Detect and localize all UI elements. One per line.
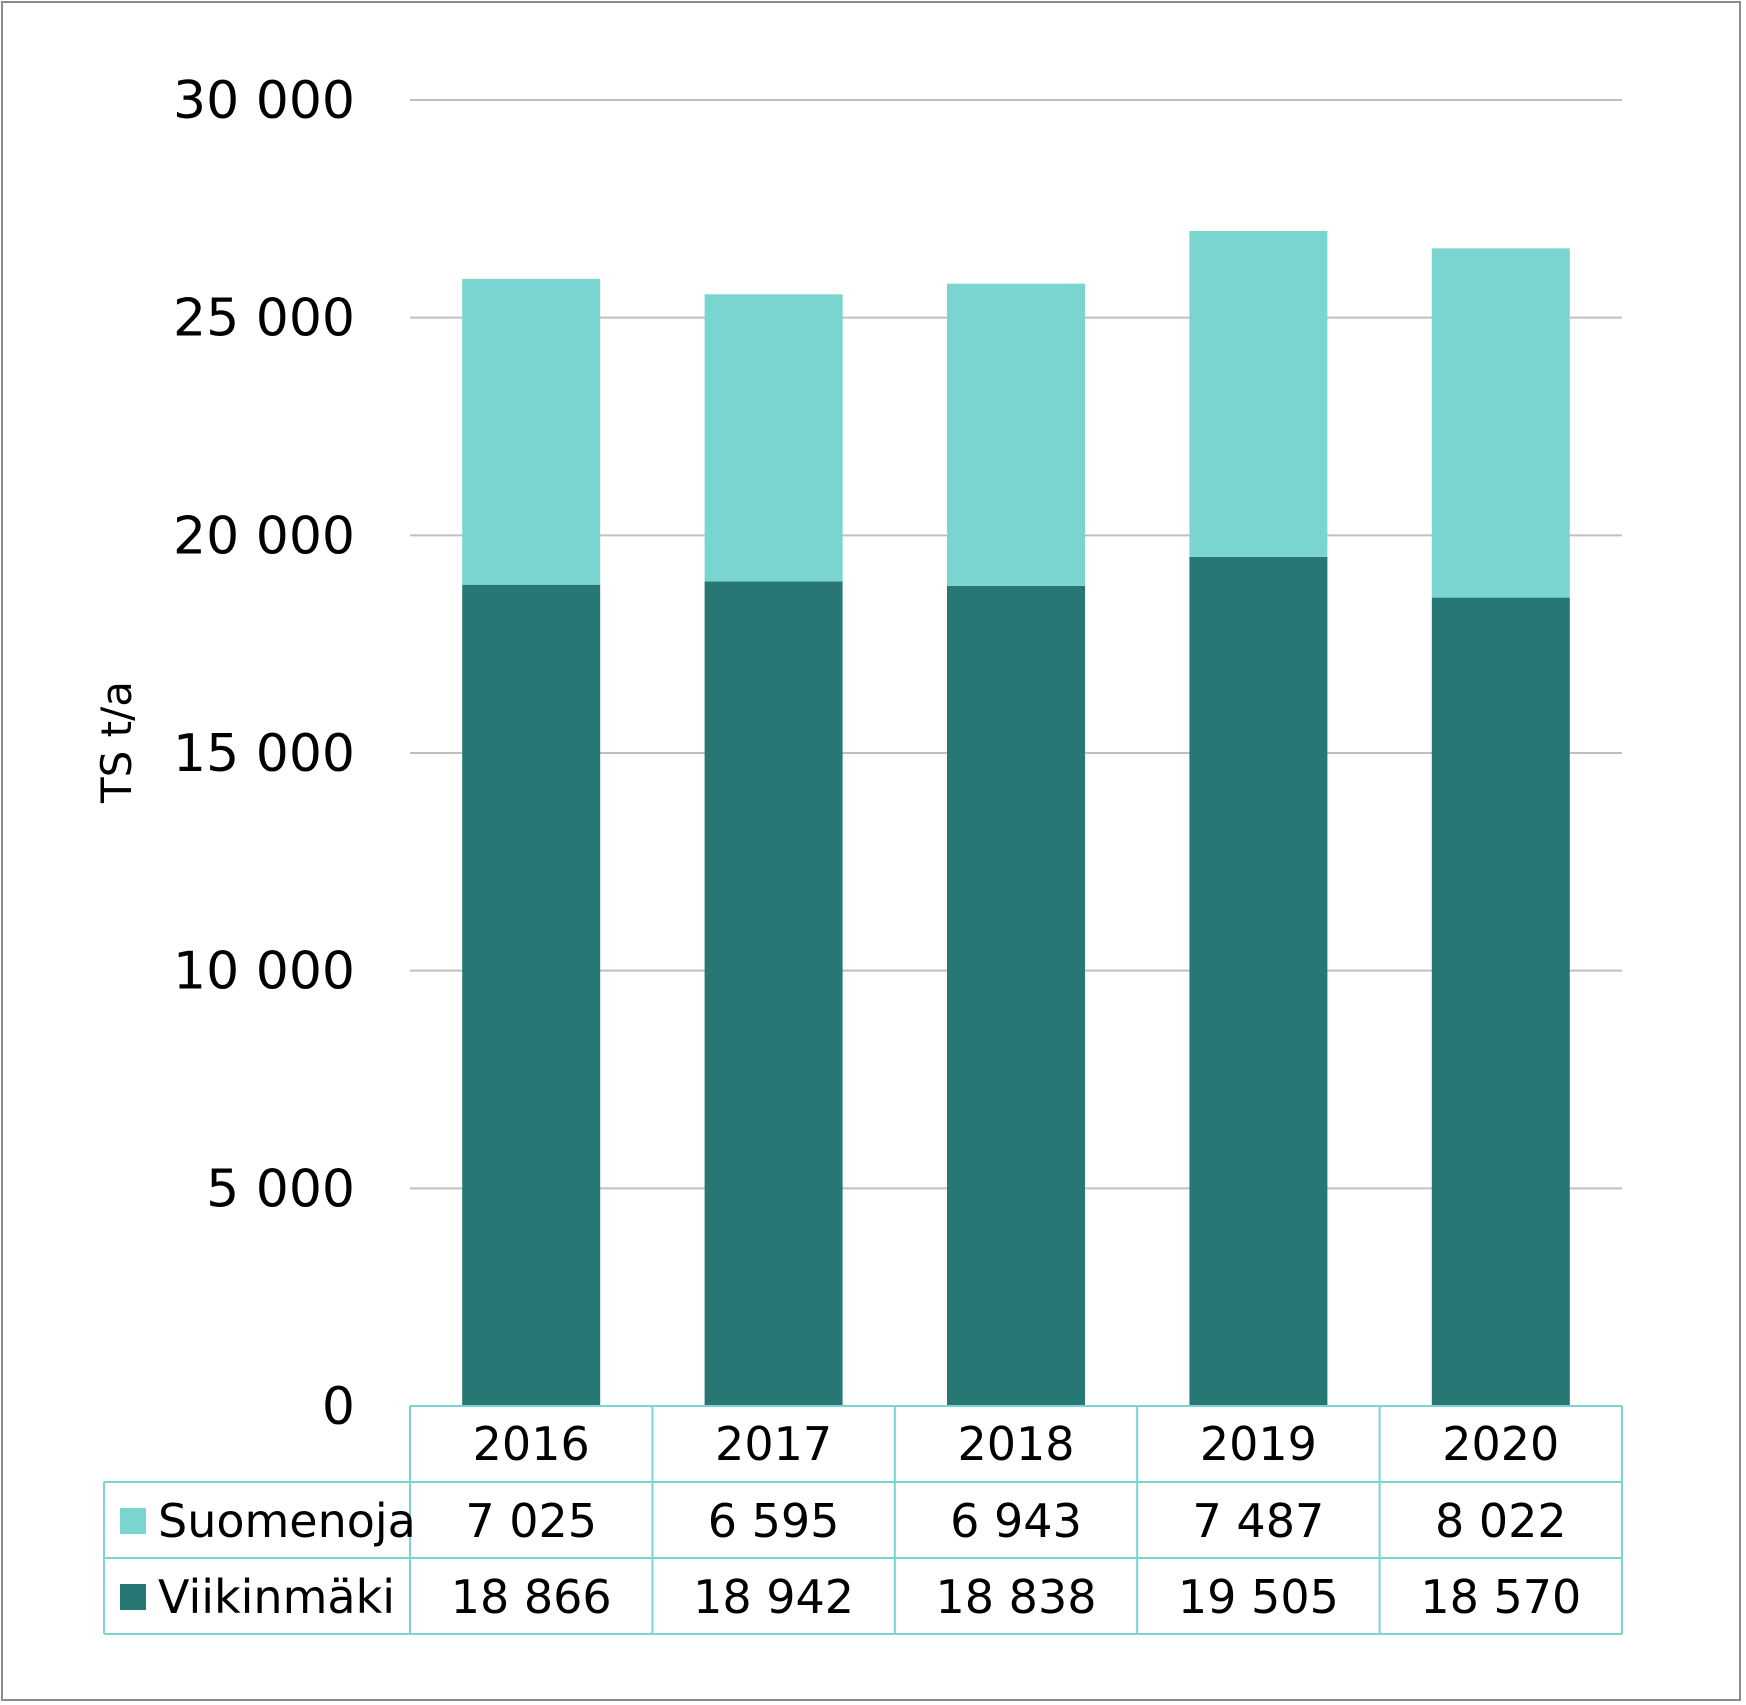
y-tick-label: 10 000 [173, 942, 355, 1002]
category-label: 2020 [1442, 1417, 1559, 1471]
legend-swatch-suomenoja [120, 1508, 146, 1534]
bars [462, 230, 1570, 1406]
data-table: 2016 2017 2018 2019 2020 Suomenoja 7 025 6 595 6… [103, 1405, 1623, 1635]
bar-suomenoja-2019 [1189, 230, 1328, 557]
y-tick-label: 0 [322, 1377, 355, 1437]
y-tick-label: 30 000 [173, 71, 355, 131]
bar-viikinmki-2016 [462, 584, 601, 1406]
legend-swatch-viikinmki [120, 1584, 146, 1610]
y-axis-title: TS t/a [92, 681, 141, 804]
data-label: 18 838 [936, 1570, 1097, 1624]
y-axis-tick-labels: 0 5 000 10 000 15 000 20 000 25 000 30 000 [173, 71, 355, 1437]
category-label: 2017 [715, 1417, 832, 1471]
bar-suomenoja-2018 [947, 283, 1085, 586]
legend-label: Suomenoja [158, 1494, 416, 1548]
bar-viikinmki-2019 [1189, 556, 1328, 1406]
data-label: 18 570 [1420, 1570, 1581, 1624]
y-tick-label: 15 000 [173, 724, 355, 784]
y-tick-label: 5 000 [206, 1159, 355, 1219]
legend-label: Viikinmäki [158, 1570, 395, 1624]
bar-viikinmki-2017 [704, 581, 843, 1406]
data-label: 18 866 [451, 1570, 612, 1624]
data-label: 6 943 [950, 1494, 1082, 1548]
category-label: 2019 [1200, 1417, 1317, 1471]
data-label: 6 595 [708, 1494, 840, 1548]
category-label: 2018 [957, 1417, 1074, 1471]
bar-viikinmki-2018 [947, 585, 1085, 1406]
y-tick-label: 20 000 [173, 506, 355, 566]
y-tick-label: 25 000 [173, 289, 355, 349]
data-label: 19 505 [1178, 1570, 1339, 1624]
data-label: 7 025 [465, 1494, 597, 1548]
category-label: 2016 [473, 1417, 590, 1471]
bar-suomenoja-2017 [704, 294, 843, 582]
bar-viikinmki-2020 [1431, 597, 1570, 1406]
data-label: 8 022 [1435, 1494, 1567, 1548]
gridlines [410, 99, 1622, 1190]
data-label: 18 942 [693, 1570, 854, 1624]
bar-suomenoja-2020 [1431, 248, 1570, 598]
bar-suomenoja-2016 [462, 278, 601, 585]
data-label: 7 487 [1193, 1494, 1325, 1548]
